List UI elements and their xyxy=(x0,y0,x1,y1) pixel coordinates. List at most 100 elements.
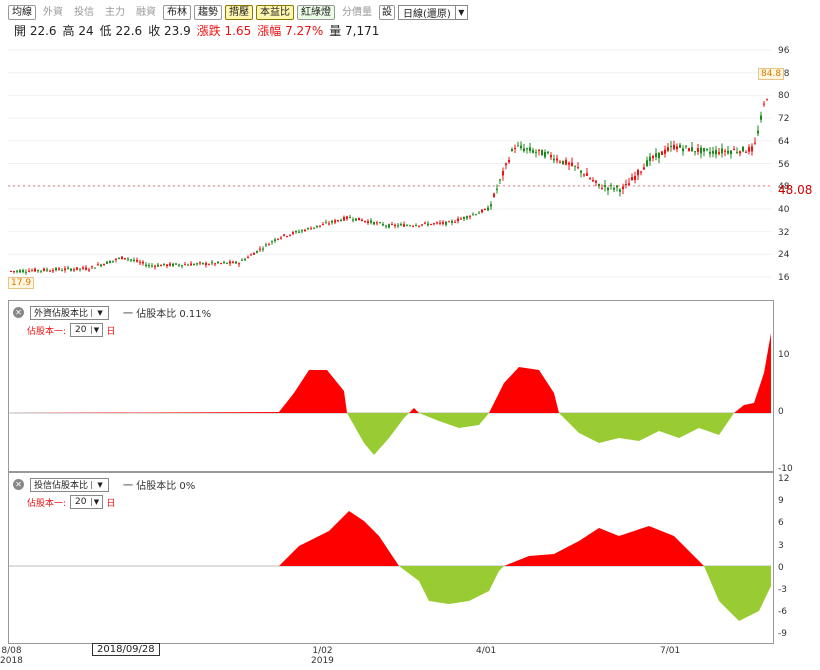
candle-body xyxy=(748,147,750,152)
btn-settings[interactable]: 設 xyxy=(379,4,395,20)
btn-trend[interactable]: 趨勢 xyxy=(194,4,222,20)
candlestick-chart[interactable] xyxy=(8,38,772,300)
candle-body xyxy=(670,146,672,148)
candle-body xyxy=(523,148,525,152)
btn-main-force[interactable]: 主力 xyxy=(101,4,129,20)
btn-bollinger[interactable]: 布林 xyxy=(163,4,191,20)
candle-body xyxy=(172,263,174,266)
candle-body xyxy=(538,149,540,151)
candle-body xyxy=(499,179,501,181)
candle-body xyxy=(493,193,495,197)
positive-area xyxy=(504,526,704,566)
y-tick-label: 64 xyxy=(778,136,790,147)
candle-body xyxy=(262,248,264,250)
btn-ma[interactable]: 均線 xyxy=(8,4,36,20)
candle-body xyxy=(202,262,204,265)
candle-body xyxy=(367,221,369,224)
candle-body xyxy=(130,259,132,261)
candle-body xyxy=(271,241,273,243)
candle-body xyxy=(736,151,738,153)
candle-body xyxy=(502,170,504,176)
candle-body xyxy=(658,152,660,159)
close-icon[interactable]: ✕ xyxy=(13,307,24,318)
candle-body xyxy=(421,224,423,226)
btn-traffic-light[interactable]: 紅綠燈 xyxy=(297,4,335,20)
candle-body xyxy=(709,151,711,154)
candle-body xyxy=(652,156,654,159)
candle-body xyxy=(640,171,642,173)
candle-body xyxy=(592,179,594,182)
btn-pe[interactable]: 本益比 xyxy=(256,4,294,20)
candle-body xyxy=(481,209,483,213)
candle-body xyxy=(169,263,171,266)
candle-body xyxy=(205,263,207,266)
candle-body xyxy=(601,188,603,190)
period-select[interactable]: 日線(還原) ▼ xyxy=(398,4,468,20)
candle-body xyxy=(133,259,135,261)
btn-price-volume[interactable]: 分價量 xyxy=(338,4,376,20)
candle-body xyxy=(73,269,75,271)
candle-body xyxy=(70,268,72,271)
candle-body xyxy=(307,228,309,230)
candle-body xyxy=(409,225,411,227)
panel1-param-select[interactable]: 20 ▼ xyxy=(70,323,103,337)
candle-body xyxy=(244,259,246,261)
panel1-indicator-select[interactable]: 外資佔股本比 ▼ xyxy=(30,305,110,320)
candle-body xyxy=(358,217,360,221)
candle-body xyxy=(25,271,27,273)
candle-body xyxy=(337,220,339,222)
candle-body xyxy=(157,264,159,267)
candle-body xyxy=(391,224,393,226)
panel2-header: ✕ 投信佔股本比 ▼ 一 佔股本比 0% xyxy=(13,477,195,492)
candle-body xyxy=(607,187,609,191)
panel2-legend: 一 佔股本比 0% xyxy=(123,481,196,492)
y-tick-label: -9 xyxy=(778,629,787,640)
candle-body xyxy=(370,220,372,223)
btn-foreign[interactable]: 外資 xyxy=(39,4,67,20)
period-low-tag: 17.9 xyxy=(8,277,35,289)
btn-trust[interactable]: 投信 xyxy=(70,4,98,20)
candle-body xyxy=(508,159,510,163)
candle-body xyxy=(469,216,471,218)
btn-resistance[interactable]: 揹壓 xyxy=(225,4,253,20)
candle-body xyxy=(259,248,261,250)
candle-body xyxy=(235,261,237,264)
candle-body xyxy=(565,159,567,165)
candle-body xyxy=(106,261,108,264)
panel2-indicator-select[interactable]: 投信佔股本比 ▼ xyxy=(30,477,110,492)
trust-holding-area-chart[interactable] xyxy=(9,500,771,642)
candle-body xyxy=(334,220,336,223)
candle-body xyxy=(526,148,528,150)
candle-body xyxy=(577,167,579,169)
candle-body xyxy=(514,148,516,150)
quote-open: 開 22.6 xyxy=(14,24,57,38)
candle-body xyxy=(115,258,117,260)
candle-body xyxy=(247,256,249,258)
candle-body xyxy=(166,264,168,267)
candle-body xyxy=(661,151,663,155)
positive-area xyxy=(489,367,559,413)
candle-body xyxy=(223,262,225,264)
btn-margin[interactable]: 融資 xyxy=(132,4,160,20)
candle-body xyxy=(484,208,486,210)
candle-body xyxy=(511,148,513,151)
candle-body xyxy=(313,227,315,229)
foreign-holding-area-chart[interactable] xyxy=(9,330,771,470)
candle-body xyxy=(49,270,51,272)
candle-body xyxy=(34,268,36,272)
panel2-param-select[interactable]: 20 ▼ xyxy=(70,495,103,509)
y-tick-label: 12 xyxy=(778,474,790,484)
candle-body xyxy=(94,267,96,269)
candle-body xyxy=(412,225,414,227)
candle-body xyxy=(199,262,201,264)
candle-body xyxy=(118,257,120,259)
close-icon[interactable]: ✕ xyxy=(13,479,24,490)
candle-body xyxy=(283,234,285,236)
candle-body xyxy=(217,261,219,264)
candle-body xyxy=(760,115,762,120)
candle-body xyxy=(628,183,630,186)
candle-body xyxy=(127,258,129,260)
chevron-down-icon: ▼ xyxy=(91,480,108,489)
candle-body xyxy=(349,217,351,219)
panel2-param-value: 20 xyxy=(75,497,87,507)
